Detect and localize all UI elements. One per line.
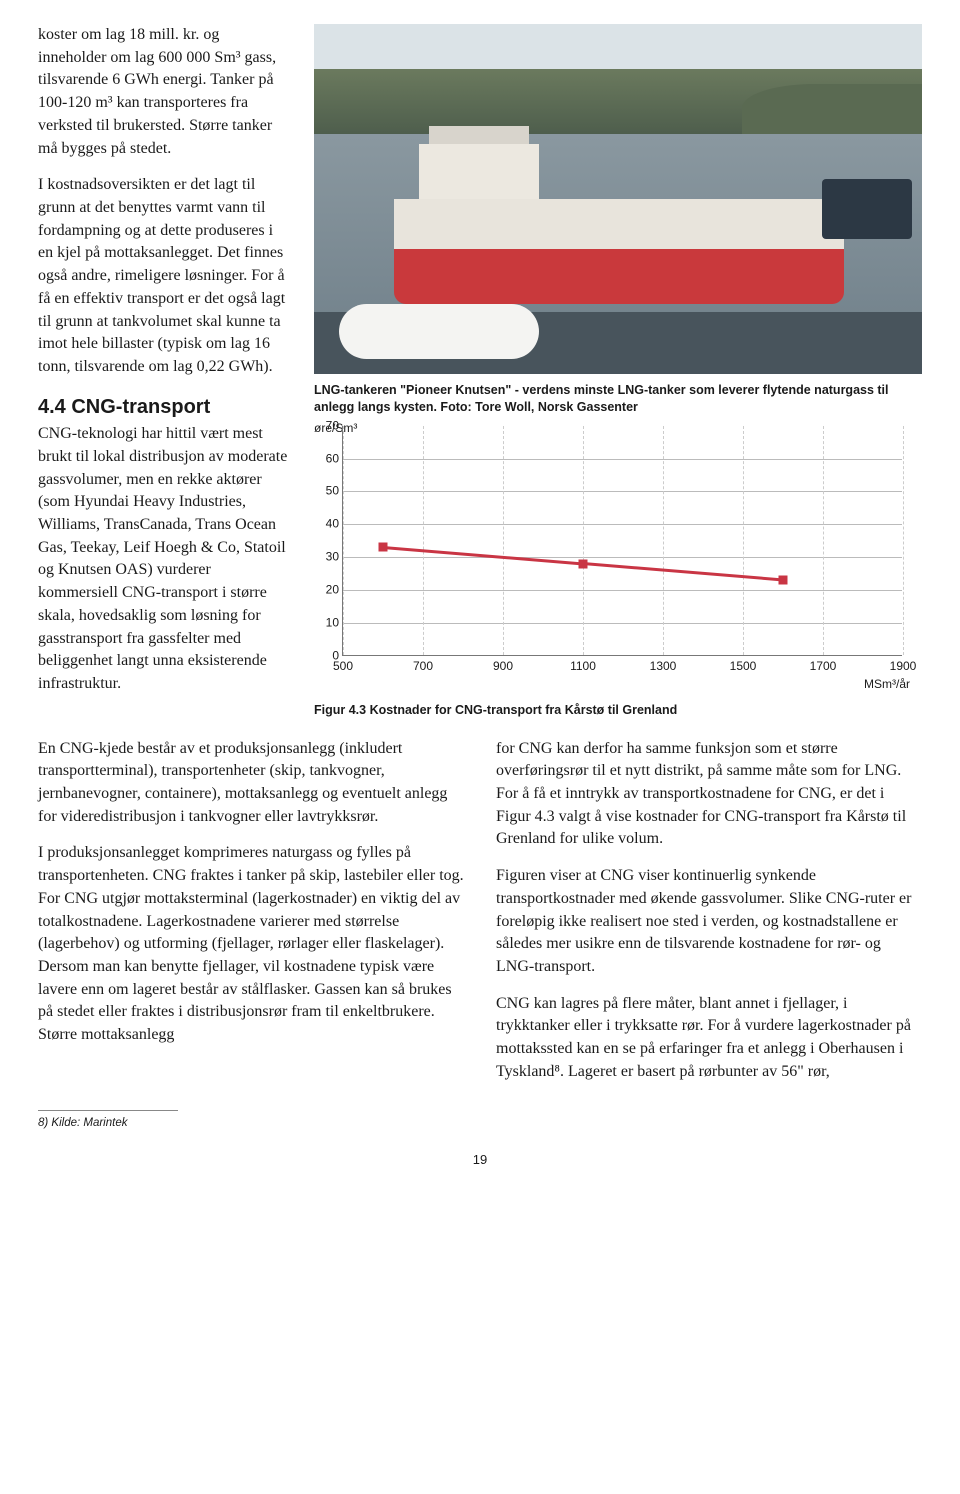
data-marker — [379, 543, 388, 552]
x-tick-label: 1100 — [570, 658, 596, 675]
cost-chart: øre/Sm³ 01020304050607050070090011001300… — [314, 426, 922, 720]
paragraph: Figuren viser at CNG viser kontinuerlig … — [496, 865, 922, 979]
figure-caption: Figur 4.3 Kostnader for CNG-transport fr… — [314, 702, 922, 720]
y-tick-label: 60 — [317, 450, 339, 467]
y-tick-label: 10 — [317, 614, 339, 631]
y-tick-label: 70 — [317, 417, 339, 434]
page-number: 19 — [38, 1151, 922, 1169]
data-marker — [579, 559, 588, 568]
data-marker — [779, 576, 788, 585]
paragraph: CNG kan lagres på flere måter, blant ann… — [496, 993, 922, 1084]
lng-tanker-photo — [314, 24, 922, 374]
footnote: 8) Kilde: Marintek — [38, 1110, 178, 1131]
y-tick-label: 30 — [317, 549, 339, 566]
paragraph: En CNG-kjede består av et produksjonsanl… — [38, 738, 464, 829]
x-tick-label: 1300 — [650, 658, 677, 675]
x-tick-label: 500 — [333, 658, 353, 675]
x-axis-unit: MSm³/år — [864, 676, 910, 693]
section-heading: 4.4 CNG-transport — [38, 393, 290, 421]
photo-caption: LNG-tankeren "Pioneer Knutsen" - verdens… — [314, 382, 922, 416]
x-tick-label: 1700 — [810, 658, 837, 675]
y-tick-label: 20 — [317, 582, 339, 599]
paragraph: koster om lag 18 mill. kr. og inneholder… — [38, 24, 290, 160]
paragraph: I kostnadsoversikten er det lagt til gru… — [38, 174, 290, 378]
paragraph: for CNG kan derfor ha samme funksjon som… — [496, 738, 922, 852]
paragraph: I produksjonsanlegget komprimeres naturg… — [38, 842, 464, 1046]
paragraph: CNG-teknologi har hittil vært mest brukt… — [38, 423, 290, 696]
x-tick-label: 900 — [493, 658, 513, 675]
x-tick-label: 1900 — [890, 658, 917, 675]
x-tick-label: 1500 — [730, 658, 757, 675]
y-tick-label: 50 — [317, 483, 339, 500]
y-tick-label: 40 — [317, 516, 339, 533]
x-tick-label: 700 — [413, 658, 433, 675]
lower-text-columns: En CNG-kjede består av et produksjonsanl… — [38, 738, 922, 1084]
